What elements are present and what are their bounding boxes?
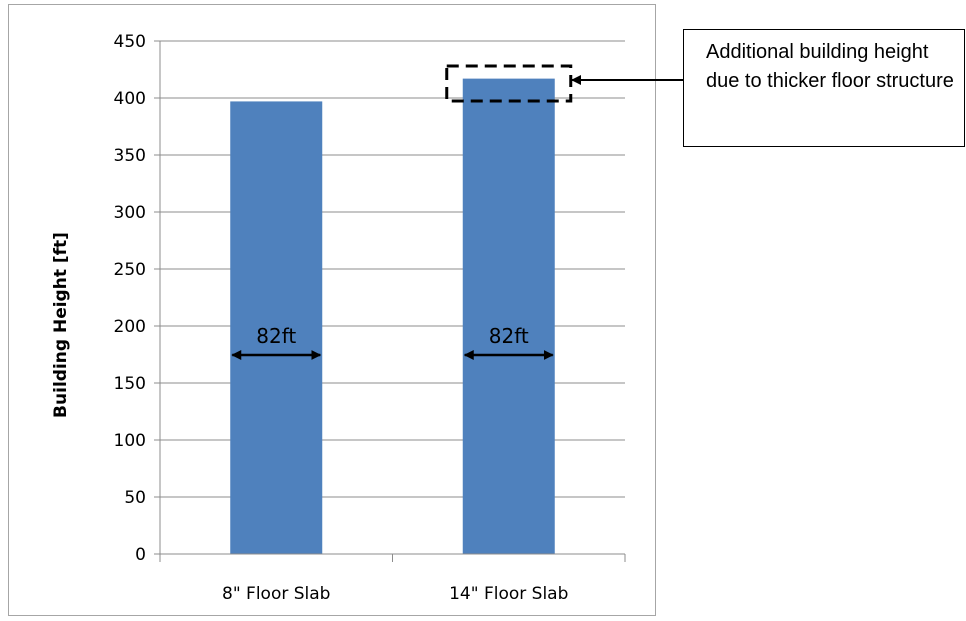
y-tick-label: 300 [114,203,146,223]
width-label: 82ft [489,324,529,348]
callout-box: Additional building height due to thicke… [683,29,965,147]
y-axis-label: Building Height [ft] [51,232,71,418]
y-tick-label: 100 [114,431,146,451]
chart-frame [8,4,656,616]
width-label: 82ft [256,324,296,348]
y-tick-label: 200 [114,317,146,337]
y-tick-label: 450 [114,32,146,52]
bar [230,101,323,555]
gridlines [160,40,625,498]
highlight-dashed-box [445,64,573,103]
y-tick-label: 150 [114,374,146,394]
axes: 0 50 100 150 200 250 300 350 400 450 8" Floor Slab… [114,32,626,604]
y-tick-label: 400 [114,89,146,109]
bar [462,78,555,555]
x-tick-label: 14" Floor Slab [449,584,568,604]
annotations: 82ft 82ft [231,64,683,360]
y-tick-label: 0 [135,545,146,565]
y-tick-label: 50 [124,488,146,508]
x-tick-label: 8" Floor Slab [222,584,330,604]
y-tick-label: 350 [114,146,146,166]
bars [230,78,555,555]
y-tick-label: 250 [114,260,146,280]
